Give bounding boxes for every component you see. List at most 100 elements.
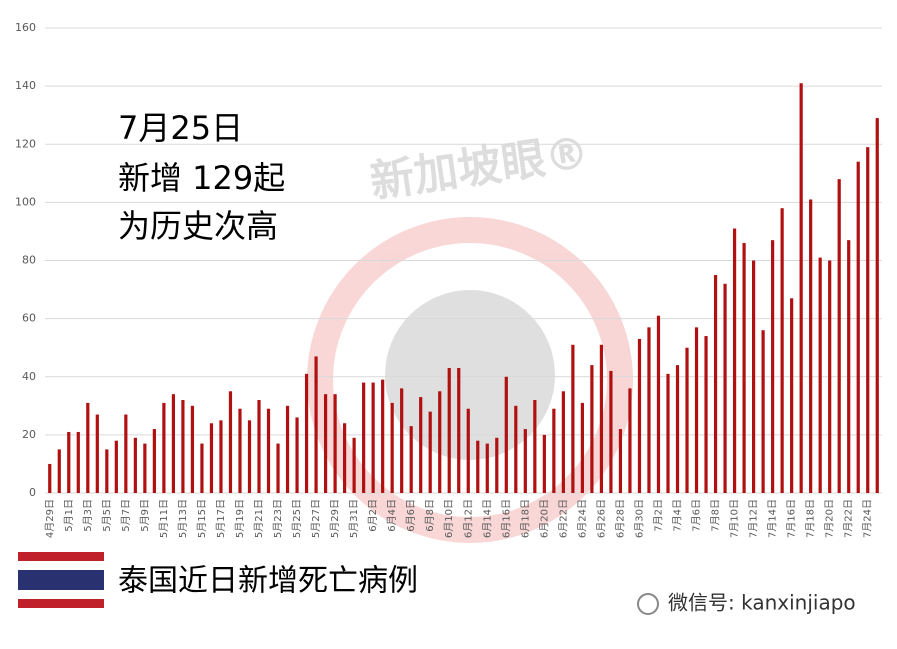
bar: [666, 373, 670, 493]
bar: [143, 443, 147, 493]
y-tick-label: 0: [29, 486, 36, 499]
x-tick-label: 5月5日: [101, 499, 113, 532]
x-tick-label: 7月6日: [691, 499, 703, 532]
bar: [381, 379, 385, 493]
bar: [371, 382, 375, 493]
bar: [362, 382, 366, 493]
bar: [485, 443, 489, 493]
bar: [732, 228, 737, 493]
x-tick-label: 6月4日: [386, 499, 398, 532]
x-tick-label: 5月11日: [158, 499, 170, 538]
x-tick-label: 6月28日: [614, 499, 626, 538]
x-tick-label: 6月6日: [405, 499, 417, 532]
bar: [856, 161, 860, 493]
x-tick-label: 6月12日: [462, 499, 474, 538]
x-tick-label: 6月30日: [633, 499, 645, 538]
bar: [552, 408, 556, 493]
x-tick-label: 5月19日: [234, 499, 246, 538]
bar: [67, 431, 71, 493]
x-tick-label: 5月3日: [82, 499, 94, 532]
x-tick-label: 5月17日: [215, 499, 227, 538]
x-tick-label: 6月18日: [519, 499, 531, 538]
bar: [228, 391, 233, 493]
bar: [219, 420, 223, 493]
x-tick-label: 5月9日: [139, 499, 151, 532]
bar: [542, 434, 546, 493]
x-tick-label: 6月16日: [500, 499, 512, 538]
bar: [751, 260, 756, 493]
bar: [285, 405, 290, 493]
x-tick-label: 7月14日: [767, 499, 779, 538]
bar: [152, 429, 156, 493]
y-tick-label: 100: [15, 195, 36, 208]
bar: [799, 83, 803, 493]
bar: [847, 240, 851, 493]
bar: [495, 437, 499, 493]
bar: [647, 327, 651, 493]
bar: [304, 373, 309, 493]
bar: [86, 402, 90, 493]
bar: [124, 414, 128, 493]
bar: [209, 423, 214, 493]
bar: [875, 118, 879, 493]
subtitle: 泰国近日新增死亡病例: [118, 564, 418, 599]
y-tick-label: 120: [15, 137, 36, 150]
bar: [133, 437, 137, 493]
bar: [438, 391, 442, 493]
bar: [637, 338, 642, 493]
bar: [790, 298, 794, 493]
bar: [447, 368, 451, 493]
annotation: 新增 129起: [118, 159, 285, 197]
flag: [18, 552, 104, 608]
bar: [333, 394, 337, 493]
x-tick-label: 5月13日: [177, 499, 189, 538]
bar: [828, 260, 832, 493]
bar: [761, 330, 765, 493]
bar: [504, 376, 508, 493]
x-tick-label: 6月22日: [557, 499, 569, 538]
annotation: 为历史次高: [118, 207, 278, 245]
bar: [580, 402, 584, 493]
bar: [809, 199, 813, 493]
bar: [314, 356, 318, 493]
x-tick-label: 6月8日: [424, 499, 436, 532]
x-tick-label: 5月1日: [63, 499, 75, 532]
bar: [238, 408, 242, 493]
bar: [400, 388, 404, 493]
x-tick-label: 6月24日: [576, 499, 588, 538]
x-tick-label: 7月8日: [710, 499, 722, 532]
bar: [247, 420, 252, 493]
x-tick-label: 4月29日: [44, 499, 56, 538]
bar: [656, 315, 661, 493]
x-tick-label: 7月22日: [843, 499, 855, 538]
bar: [352, 437, 356, 493]
x-tick-label: 6月26日: [595, 499, 607, 538]
bar: [723, 283, 727, 493]
bar: [533, 400, 537, 493]
x-tick-label: 7月10日: [729, 499, 741, 538]
bar: [590, 365, 594, 493]
y-tick-label: 60: [22, 312, 36, 325]
x-tick-label: 5月27日: [310, 499, 322, 538]
bar: [57, 449, 61, 493]
bar: [343, 423, 347, 493]
watermark-logo: [307, 217, 633, 543]
bar: [276, 443, 280, 493]
bar: [76, 431, 80, 493]
footer: 微信号: kanxinjiapo: [668, 591, 856, 615]
bar: [390, 402, 394, 493]
x-tick-label: 5月21日: [253, 499, 265, 538]
bar: [428, 411, 432, 493]
bar: [114, 440, 118, 493]
x-tick-label: 6月20日: [538, 499, 550, 538]
bar: [266, 408, 271, 493]
bar: [675, 365, 680, 493]
bar: [571, 344, 575, 493]
y-tick-label: 140: [15, 79, 36, 92]
bar: [171, 394, 176, 493]
bar: [48, 463, 52, 493]
bar: [190, 405, 195, 493]
bar: [514, 405, 518, 493]
